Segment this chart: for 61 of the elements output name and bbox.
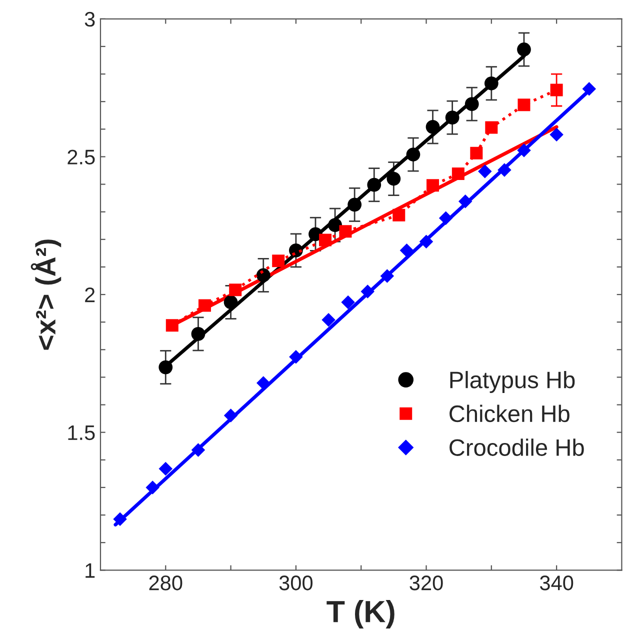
point	[485, 121, 498, 134]
point	[478, 164, 492, 178]
point	[166, 319, 178, 332]
point	[360, 284, 374, 298]
point	[582, 82, 596, 96]
y-tick-label: 1.5	[68, 426, 95, 440]
point	[464, 97, 479, 112]
point	[348, 198, 362, 212]
point	[426, 120, 440, 134]
point	[367, 178, 382, 192]
x-tick-label: 280	[149, 576, 182, 590]
point	[550, 84, 563, 96]
point	[445, 110, 460, 125]
point	[380, 269, 394, 283]
point	[256, 376, 270, 390]
point	[400, 244, 414, 258]
point	[550, 128, 564, 142]
point	[392, 208, 406, 222]
point	[470, 146, 483, 160]
x-tick-label: 300	[279, 576, 313, 590]
x-tick-label: 320	[410, 576, 443, 590]
legend-label: Crocodile Hb	[450, 438, 584, 456]
y-tick-label: 1	[86, 563, 95, 578]
point	[517, 144, 531, 158]
point	[498, 163, 512, 177]
point	[198, 299, 211, 312]
point	[419, 234, 434, 248]
point	[113, 512, 127, 526]
point	[386, 172, 401, 186]
point	[158, 360, 173, 374]
y-tick-label: 3	[84, 12, 95, 27]
point	[458, 194, 472, 208]
y-tick-label: 2	[85, 288, 95, 302]
point	[518, 98, 530, 112]
y-tick-label: 2.5	[68, 150, 95, 164]
point	[438, 211, 453, 226]
point	[328, 218, 342, 232]
point	[322, 313, 336, 327]
point	[339, 225, 352, 238]
point	[256, 268, 270, 282]
point	[191, 326, 206, 341]
legend-label: Chicken Hb	[450, 404, 570, 422]
point	[191, 443, 206, 457]
point	[272, 254, 285, 268]
point	[319, 234, 332, 246]
point	[406, 148, 420, 162]
point	[341, 295, 355, 310]
point	[229, 284, 242, 296]
point	[517, 42, 531, 56]
legend-label: Platypus Hb	[450, 370, 575, 393]
point	[452, 168, 464, 180]
y-axis-title: <x²> (Å²)	[30, 240, 62, 350]
point	[289, 350, 303, 364]
point	[146, 480, 160, 494]
point	[484, 76, 498, 90]
x-tick-label: 340	[540, 576, 574, 590]
point	[158, 462, 173, 476]
point	[426, 179, 440, 192]
point	[224, 408, 238, 422]
point	[224, 295, 238, 310]
x-axis-title: T (K)	[326, 600, 394, 628]
